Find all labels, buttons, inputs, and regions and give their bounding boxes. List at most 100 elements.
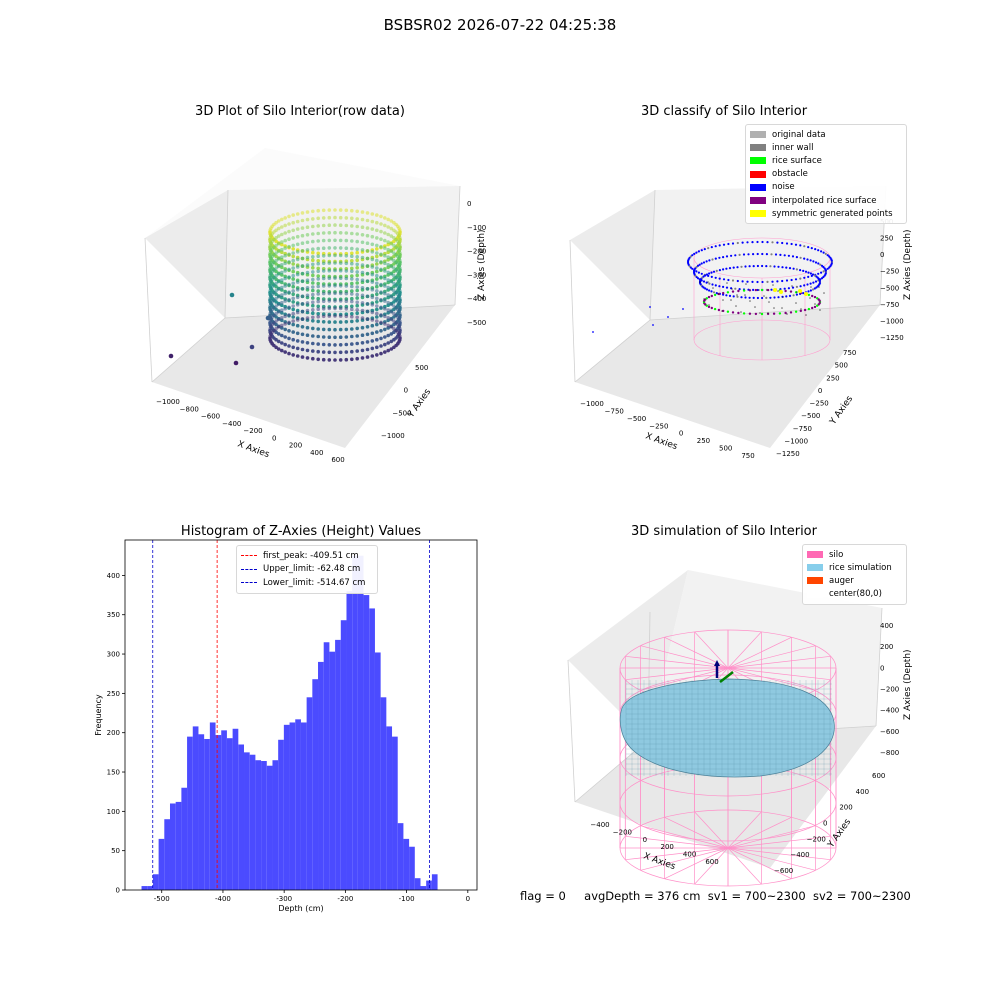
raw-point — [291, 281, 296, 286]
raw-point — [383, 299, 387, 303]
raw-point — [280, 300, 284, 305]
raw-point — [338, 231, 343, 235]
raw-point — [365, 241, 370, 245]
raw-point — [344, 231, 349, 235]
raw-point — [355, 247, 360, 251]
raw-point — [316, 281, 321, 286]
raw-point — [360, 270, 365, 275]
raw-point — [333, 358, 337, 362]
raw-point — [383, 342, 387, 347]
raw-point — [350, 274, 354, 278]
raw-point — [280, 240, 284, 244]
raw-point — [295, 265, 300, 269]
raw-point — [321, 327, 326, 332]
raw-point — [291, 284, 296, 289]
legend-swatch — [807, 551, 823, 559]
raw-point — [333, 276, 337, 280]
raw-point — [321, 254, 326, 258]
raw-point — [295, 234, 300, 239]
raw-point — [338, 253, 343, 258]
raw-point — [295, 227, 300, 231]
raw-point — [287, 237, 291, 241]
raw-point — [316, 296, 321, 301]
raw-point — [355, 209, 360, 214]
raw-point — [305, 286, 310, 290]
raw-point — [350, 208, 354, 213]
raw-point — [311, 296, 315, 300]
raw-point — [327, 350, 332, 355]
raw-point — [375, 300, 379, 304]
raw-point — [291, 311, 296, 316]
raw-point — [274, 258, 278, 263]
raw-point — [338, 343, 343, 347]
raw-point — [344, 299, 349, 304]
raw-point — [338, 299, 343, 303]
raw-point — [316, 304, 321, 309]
raw-point — [276, 249, 281, 254]
raw-point — [344, 261, 349, 266]
raw-point — [300, 226, 305, 230]
raw-point — [383, 261, 387, 266]
raw-point — [287, 214, 291, 219]
raw-point — [379, 252, 383, 257]
raw-point — [276, 339, 281, 344]
raw-point — [300, 309, 305, 314]
raw-point — [311, 319, 315, 323]
raw-point — [379, 336, 383, 341]
raw-point — [295, 212, 300, 216]
raw-point — [386, 240, 391, 244]
raw-point — [386, 326, 391, 330]
raw-point — [291, 292, 296, 297]
raw-point — [350, 284, 354, 289]
raw-point — [276, 219, 281, 223]
raw-point — [338, 350, 343, 355]
raw-point — [295, 219, 300, 224]
raw-point — [355, 296, 360, 300]
raw-point — [276, 294, 281, 299]
raw-point — [386, 278, 391, 282]
raw-point — [379, 344, 383, 348]
raw-point — [321, 269, 326, 273]
simulation-x-tick: 0 — [643, 836, 647, 844]
simulation-z-tick: −400 — [880, 707, 899, 715]
raw-point — [305, 217, 310, 222]
raw-point — [311, 311, 315, 316]
raw-point — [360, 278, 365, 283]
raw-point — [338, 358, 343, 362]
raw-point — [365, 309, 370, 314]
raw-point — [365, 302, 370, 306]
raw-point — [375, 319, 379, 323]
raw-point — [321, 314, 326, 319]
raw-point — [379, 329, 383, 333]
raw-point — [291, 304, 296, 308]
raw-point — [375, 273, 379, 278]
raw-point — [383, 231, 387, 235]
raw-point — [370, 346, 375, 351]
raw-point — [386, 295, 391, 300]
raw-point — [276, 234, 281, 238]
raw-point — [344, 342, 349, 347]
raw-point — [386, 273, 391, 277]
raw-point — [375, 254, 379, 259]
raw-point — [316, 251, 321, 256]
raw-point — [333, 299, 337, 303]
raw-point — [386, 247, 391, 252]
raw-point — [280, 265, 284, 270]
raw-point — [379, 282, 383, 287]
raw-point — [283, 276, 288, 281]
raw-point — [386, 280, 391, 285]
raw-point — [311, 209, 315, 214]
simulation-y-tick: 200 — [839, 804, 852, 812]
raw-point — [375, 266, 379, 270]
sv1-value: sv1 = 700~2300 — [707, 889, 806, 903]
raw-point — [311, 326, 315, 331]
raw-point — [350, 357, 354, 362]
raw-point — [280, 263, 284, 267]
raw-point — [383, 284, 387, 288]
raw-point — [386, 255, 391, 259]
raw-point — [291, 330, 296, 334]
raw-point — [355, 250, 360, 255]
raw-point — [360, 293, 365, 298]
raw-point — [344, 276, 349, 281]
raw-point — [305, 348, 310, 353]
